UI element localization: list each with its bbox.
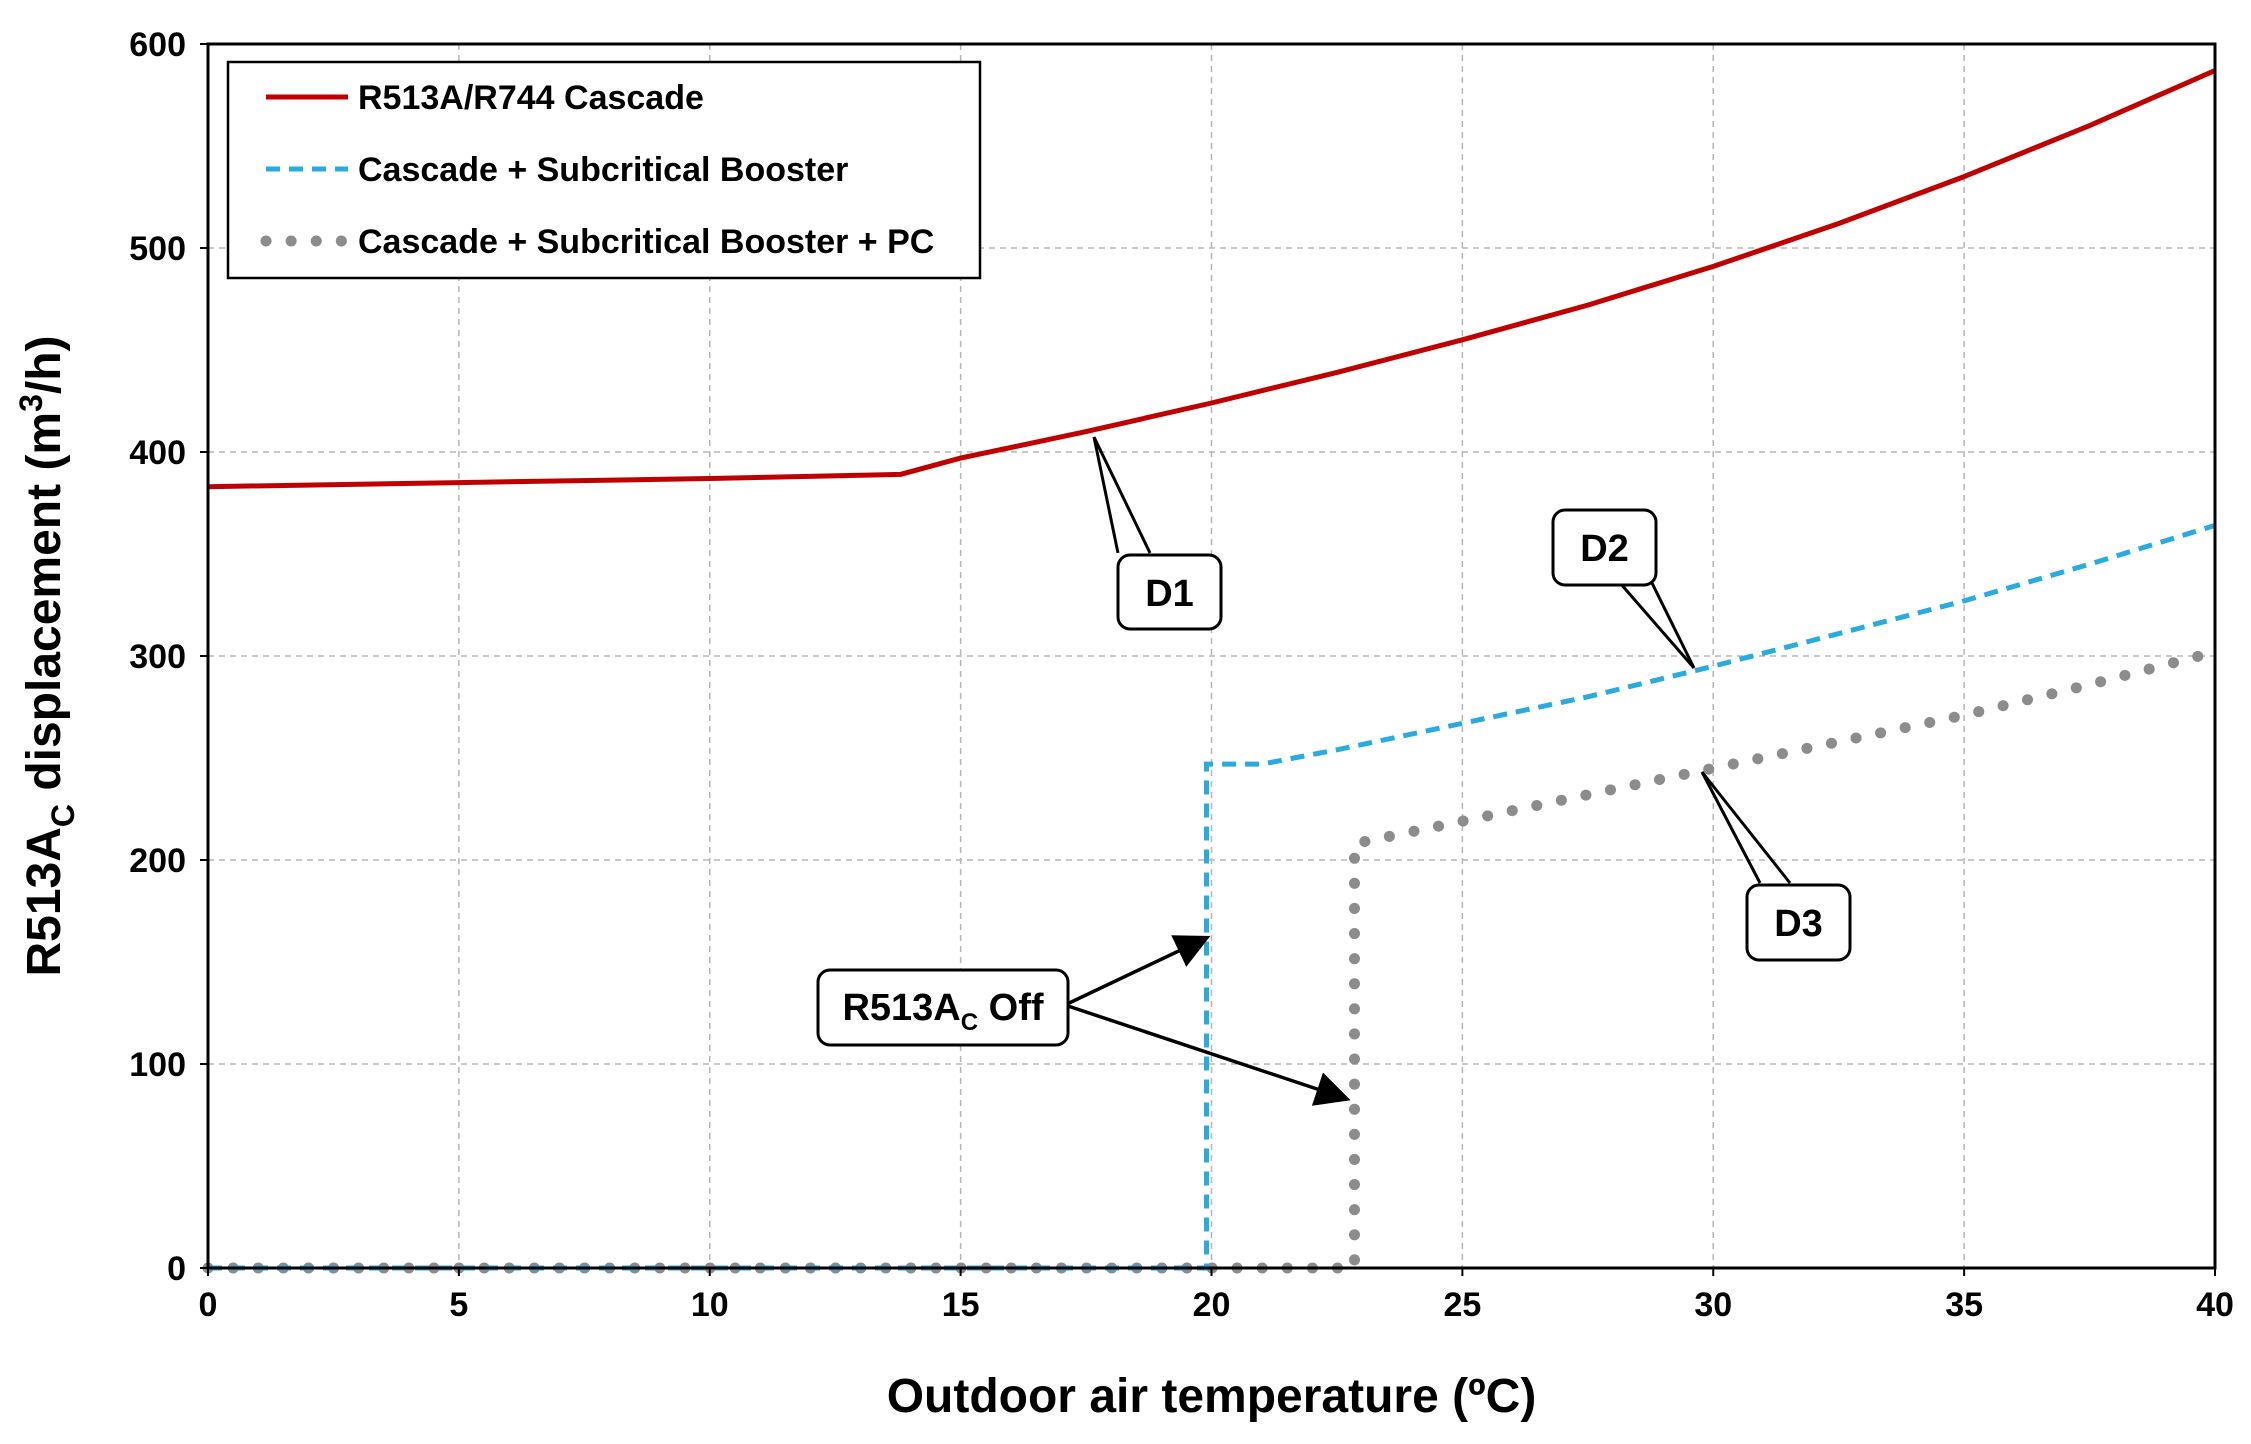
series-line-0 [207,68,2217,490]
x-tick-label: 35 [1945,1286,1983,1324]
x-tick-label: 5 [449,1286,468,1324]
callout-d1-pointer-right [1092,436,1152,554]
callout-d3-pointer-left [1700,771,1762,884]
y-tick-label: 200 [129,842,186,880]
callout-d3-label: D3 [1774,903,1823,945]
legend: R513A/R744 Cascade Cascade + Subcritical… [226,60,982,280]
callout-d1-label: D1 [1145,573,1194,615]
legend-label-booster: Cascade + Subcritical Booster [358,151,848,189]
x-tick-label: 20 [1193,1286,1231,1324]
y-tick-label: 500 [129,230,186,268]
callout-off-label: R513AC Off [842,987,1043,1036]
x-tick-label: 15 [942,1286,980,1324]
callout-d2-pointer-right [1650,582,1696,669]
x-tick-label: 25 [1443,1286,1481,1324]
legend-label-cascade: R513A/R744 Cascade [358,79,704,117]
callout-off-arrow-1 [1064,935,1211,1007]
y-axis-title: R513AC displacement (m3/h) [13,335,81,976]
x-axis-title: Outdoor air temperature (ºC) [887,1370,1537,1423]
callouts: D1 D2 D3 R513AC Off [816,436,1852,1106]
y-tick-label: 600 [129,26,186,64]
x-tick-label: 10 [691,1286,729,1324]
y-tick-label: 400 [129,434,186,472]
x-tick-label: 30 [1694,1286,1732,1324]
legend-box [226,60,982,280]
callout-d1-pointer-left [1092,436,1120,554]
callout-d3-box [1745,883,1852,962]
callout-d3-pointer-right [1700,771,1792,884]
y-tick-label: 100 [129,1046,186,1084]
callout-d1-box [1116,553,1223,631]
x-tick-label: 40 [2196,1286,2234,1324]
callout-off-box [816,968,1070,1047]
y-tick-label: 300 [129,638,186,676]
legend-label-booster-pc: Cascade + Subcritical Booster + PC [358,223,934,261]
callout-d2-pointer-left [1618,582,1696,669]
x-tick-label: 0 [199,1286,218,1324]
callout-d2-box [1551,508,1658,587]
callout-off-arrow-2 [1064,1003,1351,1106]
callout-d2-label: D2 [1580,528,1629,570]
y-tick-label: 0 [167,1250,186,1288]
